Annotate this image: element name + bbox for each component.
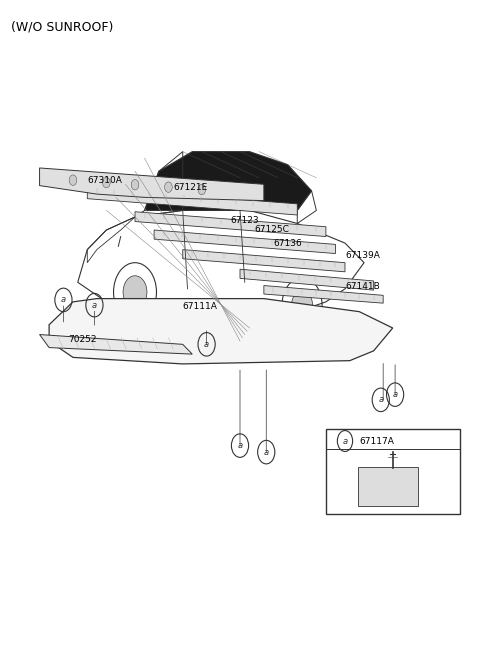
Polygon shape xyxy=(183,250,345,272)
Text: 67121E: 67121E xyxy=(173,183,207,192)
Text: 67125C: 67125C xyxy=(254,226,289,234)
Text: 67111A: 67111A xyxy=(183,302,217,311)
Text: a: a xyxy=(61,295,66,304)
Text: a: a xyxy=(238,441,242,450)
Circle shape xyxy=(165,182,172,192)
Circle shape xyxy=(131,180,139,190)
Polygon shape xyxy=(49,298,393,364)
Polygon shape xyxy=(87,188,297,215)
Text: a: a xyxy=(264,447,269,457)
Polygon shape xyxy=(39,168,264,201)
Text: a: a xyxy=(92,300,97,310)
Text: a: a xyxy=(378,396,384,404)
Text: a: a xyxy=(393,390,397,399)
Circle shape xyxy=(123,276,147,308)
Text: 67310A: 67310A xyxy=(87,176,122,185)
Polygon shape xyxy=(135,212,326,237)
Text: 67123: 67123 xyxy=(230,216,259,225)
FancyBboxPatch shape xyxy=(359,467,418,506)
Text: 67136: 67136 xyxy=(274,239,302,247)
Polygon shape xyxy=(144,152,312,211)
Circle shape xyxy=(291,291,312,319)
Text: 70252: 70252 xyxy=(68,335,96,344)
Polygon shape xyxy=(154,230,336,253)
Text: (W/O SUNROOF): (W/O SUNROOF) xyxy=(11,21,113,34)
Text: a: a xyxy=(204,340,209,349)
Text: 67141B: 67141B xyxy=(345,282,380,291)
Text: 67139A: 67139A xyxy=(345,251,380,260)
Circle shape xyxy=(198,184,205,195)
Text: a: a xyxy=(342,436,348,445)
Circle shape xyxy=(69,175,77,186)
Text: 67117A: 67117A xyxy=(360,436,394,445)
Polygon shape xyxy=(240,269,373,290)
Polygon shape xyxy=(39,335,192,354)
Polygon shape xyxy=(264,285,383,303)
Circle shape xyxy=(103,177,110,188)
FancyBboxPatch shape xyxy=(326,429,459,514)
